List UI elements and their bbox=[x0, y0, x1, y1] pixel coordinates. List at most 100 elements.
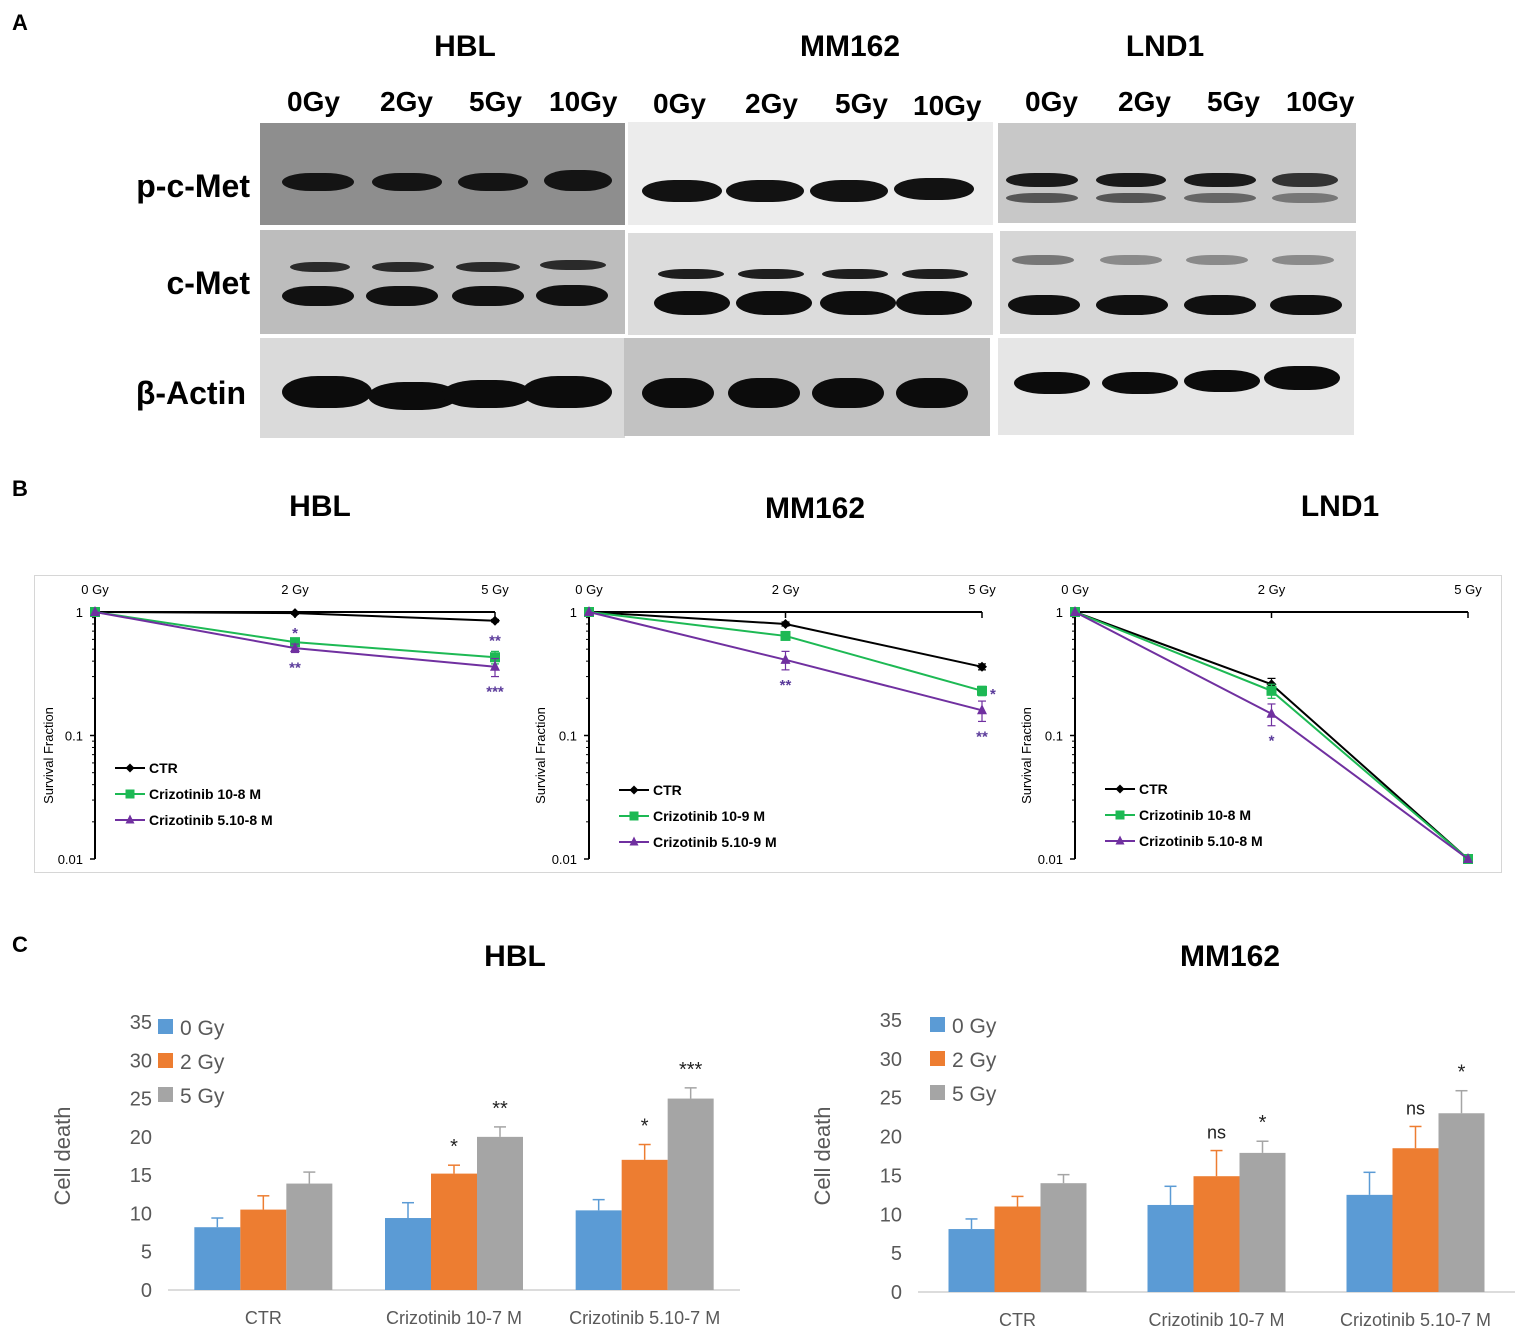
bar bbox=[1147, 1204, 1194, 1292]
blot-hbl-beta-actin bbox=[260, 338, 625, 438]
x-tick-label: 2 Gy bbox=[281, 582, 309, 597]
panel-letter-c: C bbox=[12, 932, 28, 957]
y-tick-label: 25 bbox=[880, 1088, 902, 1110]
bar bbox=[240, 1209, 287, 1290]
data-point bbox=[125, 763, 135, 773]
protein-label-c-met: c-Met bbox=[166, 265, 250, 301]
data-point bbox=[490, 652, 500, 663]
survival-charts-frame bbox=[34, 575, 1502, 873]
significance-label: ns bbox=[1207, 1123, 1226, 1143]
data-point bbox=[629, 836, 639, 846]
x-tick-label: Crizotinib 5.10-7 M bbox=[569, 1308, 720, 1328]
y-tick-label: 20 bbox=[130, 1127, 152, 1149]
bar bbox=[621, 1159, 668, 1290]
y-tick-label: 1 bbox=[570, 605, 577, 620]
bar bbox=[385, 1218, 431, 1290]
data-point bbox=[1463, 853, 1473, 863]
x-tick-label: 2 Gy bbox=[772, 582, 800, 597]
bar bbox=[948, 1229, 995, 1292]
bar bbox=[1193, 1176, 1240, 1292]
bar bbox=[575, 1210, 622, 1290]
legend-label: Crizotinib 5.10-9 M bbox=[653, 834, 777, 850]
data-point bbox=[290, 642, 300, 653]
significance-label: ns bbox=[1406, 1098, 1425, 1118]
x-tick-label: Crizotinib 10-7 M bbox=[1148, 1310, 1284, 1330]
dose-label: 2Gy bbox=[1118, 86, 1171, 117]
y-tick-label: 35 bbox=[130, 1012, 152, 1034]
y-axis-label: Cell death bbox=[50, 1106, 75, 1205]
data-point bbox=[977, 685, 987, 696]
x-tick-label: Crizotinib 10-7 M bbox=[386, 1308, 522, 1328]
legend-label: 5 Gy bbox=[180, 1085, 225, 1108]
y-tick-label: 1 bbox=[1056, 605, 1063, 620]
significance-label: * bbox=[1458, 1062, 1466, 1084]
data-point bbox=[1115, 835, 1125, 845]
significance-label: ** bbox=[780, 677, 792, 694]
x-tick-label: 2 Gy bbox=[1258, 582, 1286, 597]
data-point bbox=[977, 704, 987, 715]
significance-label: * bbox=[1259, 1112, 1267, 1134]
y-tick-label: 0.01 bbox=[1038, 852, 1063, 867]
bar bbox=[194, 1227, 241, 1290]
x-tick-label: 5 Gy bbox=[1454, 582, 1482, 597]
blot-mm162-p-c-met bbox=[628, 122, 993, 225]
survival-title-mm162: MM162 bbox=[764, 492, 866, 525]
significance-label: *** bbox=[486, 684, 504, 701]
legend-label: 0 Gy bbox=[952, 1015, 997, 1038]
legend-label: CTR bbox=[149, 760, 178, 776]
dose-label: 0Gy bbox=[287, 86, 340, 117]
x-tick-label: 0 Gy bbox=[1061, 582, 1089, 597]
blot-title-hbl: HBL bbox=[434, 30, 496, 63]
y-tick-label: 0.1 bbox=[1045, 729, 1063, 744]
blot-lnd1-c-met bbox=[1000, 231, 1356, 334]
survival-title-lnd1: LND1 bbox=[1300, 490, 1380, 523]
significance-label: *** bbox=[679, 1059, 703, 1081]
bar bbox=[1040, 1183, 1087, 1292]
panel-letter-b: B bbox=[12, 476, 28, 501]
data-point bbox=[490, 615, 500, 626]
legend-label: Crizotinib 10-8 M bbox=[1139, 807, 1251, 823]
dose-label: 0Gy bbox=[1025, 86, 1078, 117]
y-tick-label: 5 bbox=[141, 1242, 152, 1264]
dose-label: 5Gy bbox=[469, 86, 522, 117]
legend-label: 5 Gy bbox=[952, 1083, 997, 1106]
legend-swatch bbox=[158, 1087, 173, 1102]
x-tick-label: Crizotinib 5.10-7 M bbox=[1340, 1310, 1491, 1330]
y-tick-label: 25 bbox=[130, 1089, 152, 1111]
y-axis-label: Cell death bbox=[810, 1106, 835, 1205]
legend-label: 2 Gy bbox=[180, 1051, 225, 1074]
blot-title-lnd1: LND1 bbox=[1125, 30, 1205, 63]
significance-label: ** bbox=[492, 1098, 508, 1120]
dose-label: 2Gy bbox=[380, 86, 433, 117]
dose-label: 5Gy bbox=[835, 88, 888, 119]
y-axis-label: Survival Fraction bbox=[1019, 707, 1034, 804]
dose-label: 10Gy bbox=[549, 86, 618, 117]
data-point bbox=[125, 814, 135, 824]
y-tick-label: 0 bbox=[141, 1280, 152, 1302]
significance-label: ** bbox=[489, 632, 501, 649]
survival-title-hbl: HBL bbox=[289, 490, 351, 523]
significance-label: ** bbox=[289, 659, 301, 676]
legend-label: 2 Gy bbox=[952, 1049, 997, 1072]
legend-swatch bbox=[930, 1085, 945, 1100]
dose-label: 2Gy bbox=[745, 88, 798, 119]
protein-label-p-c-met: p-c-Met bbox=[136, 168, 250, 204]
celldeath-chart-mm162: 0 5 10 15 20 25 30 35 Cell death CTR ns * Crizotinib… bbox=[810, 1010, 1515, 1330]
data-point bbox=[1115, 784, 1125, 794]
bar bbox=[431, 1173, 477, 1290]
data-point bbox=[1070, 606, 1080, 616]
y-tick-label: 0.01 bbox=[552, 852, 577, 867]
significance-label: * bbox=[641, 1116, 649, 1138]
legend-label: Crizotinib 10-9 M bbox=[653, 808, 765, 824]
y-axis-label: Survival Fraction bbox=[41, 707, 56, 804]
x-tick-label: 0 Gy bbox=[81, 582, 109, 597]
significance-label: * bbox=[450, 1136, 458, 1158]
legend-label: CTR bbox=[1139, 781, 1168, 797]
legend-label: Crizotinib 5.10-8 M bbox=[1139, 833, 1263, 849]
data-point bbox=[90, 606, 100, 616]
legend-label: Crizotinib 10-8 M bbox=[149, 786, 261, 802]
celldeath-title-mm162: MM162 bbox=[1179, 940, 1281, 973]
y-tick-label: 30 bbox=[130, 1050, 152, 1072]
bar bbox=[994, 1206, 1041, 1292]
